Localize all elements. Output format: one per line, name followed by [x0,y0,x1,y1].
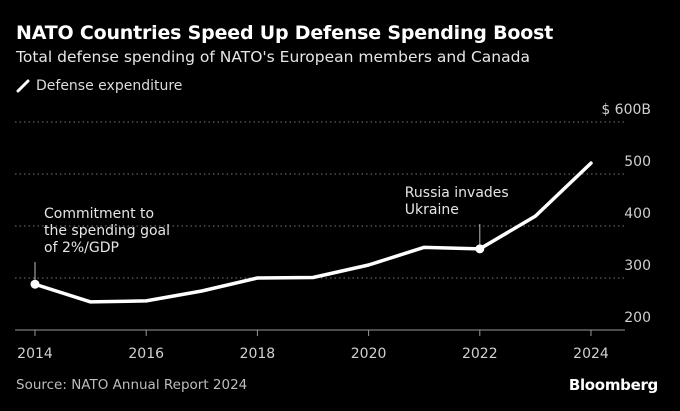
y-tick-label: 300 [624,258,651,274]
x-tick-label: 2016 [128,346,164,362]
data-point [30,279,40,289]
chart-subtitle: Total defense spending of NATO's Europea… [16,48,530,66]
y-tick-label: 200 [624,310,651,326]
x-tick-label: 2024 [573,346,609,362]
source-note: Source: NATO Annual Report 2024 [16,377,248,393]
legend: Defense expenditure [16,78,182,94]
annotation-text: Ukraine [405,202,459,218]
y-tick-label: 400 [624,206,651,222]
brand-logo: Bloomberg [568,376,658,394]
y-tick-label: 500 [624,154,651,170]
annotation-text: the spending goal [44,223,170,239]
chart-title: NATO Countries Speed Up Defense Spending… [16,22,554,44]
line-swatch-icon [16,79,30,93]
annotation-text: Commitment to [44,206,154,222]
annotation-text: Russia invades [405,185,509,201]
annotation-text: of 2%/GDP [44,240,119,256]
y-tick-label: $ 600B [601,102,651,118]
x-tick-label: 2014 [17,346,53,362]
x-tick-label: 2022 [462,346,498,362]
x-tick-label: 2018 [240,346,276,362]
series-line [33,161,593,304]
data-point [475,244,485,254]
x-tick-label: 2020 [351,346,387,362]
legend-label: Defense expenditure [36,78,183,94]
